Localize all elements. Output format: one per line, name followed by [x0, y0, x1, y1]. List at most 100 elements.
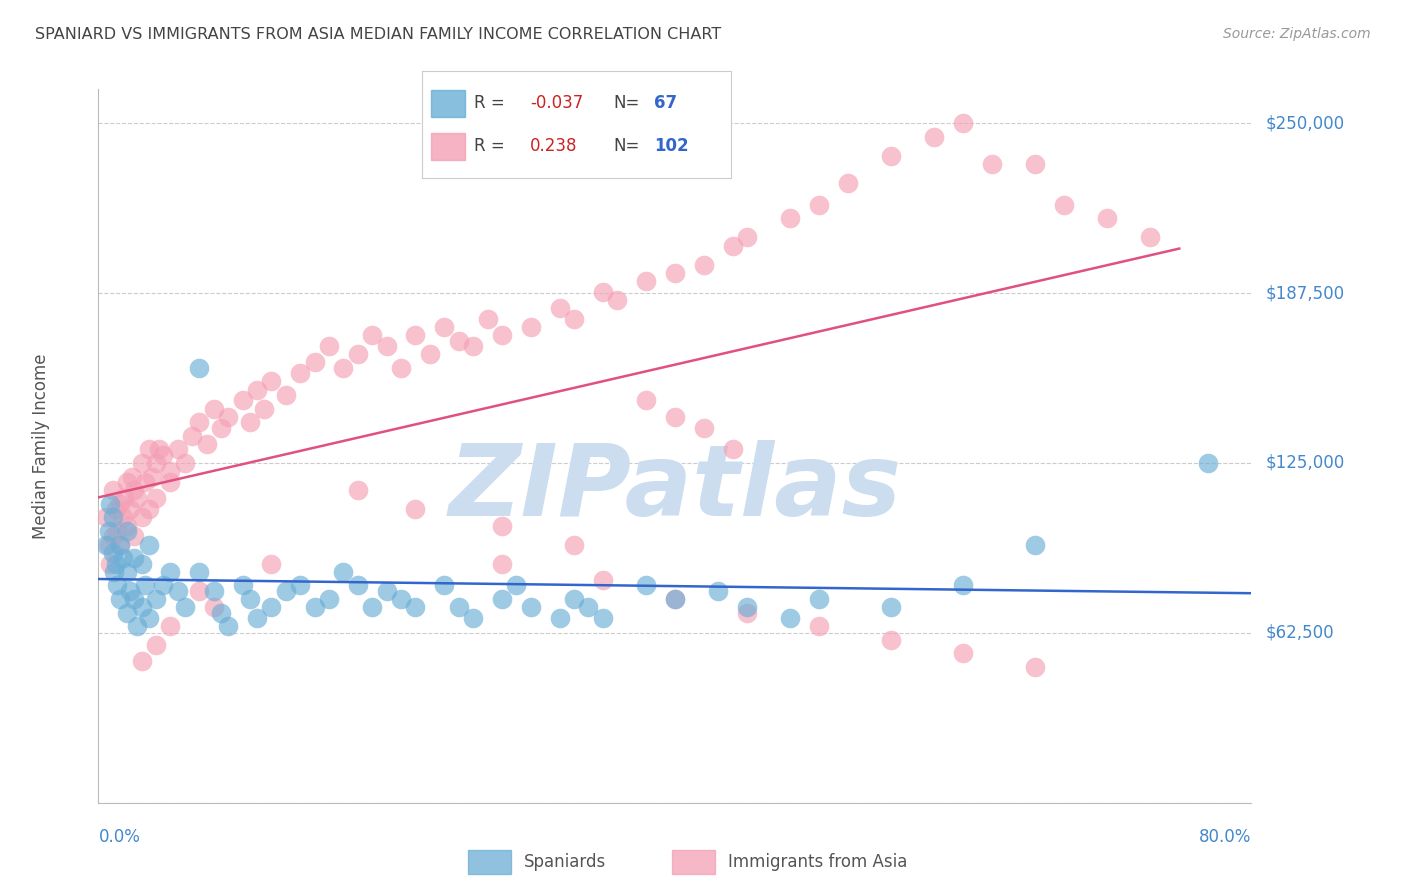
Point — [98, 557, 121, 571]
Point — [880, 600, 903, 615]
Point — [97, 524, 120, 538]
Point — [111, 510, 134, 524]
Point — [721, 442, 744, 457]
Point — [952, 578, 974, 592]
Point — [664, 591, 686, 606]
Point — [693, 420, 716, 434]
Point — [274, 388, 297, 402]
Point — [131, 557, 153, 571]
Point — [246, 383, 269, 397]
Point — [108, 537, 131, 551]
Point — [1097, 211, 1119, 226]
Point — [1197, 456, 1219, 470]
Point — [124, 591, 146, 606]
Point — [520, 600, 543, 615]
Point — [117, 475, 138, 489]
Point — [361, 328, 384, 343]
Point — [145, 638, 167, 652]
Point — [121, 469, 143, 483]
Point — [134, 578, 156, 592]
Text: 0.238: 0.238 — [530, 137, 578, 155]
Point — [166, 442, 188, 457]
Text: -0.037: -0.037 — [530, 95, 583, 112]
Point — [1053, 198, 1076, 212]
Point — [101, 546, 124, 560]
Point — [103, 565, 125, 579]
Text: N=: N= — [613, 137, 640, 155]
Point — [97, 537, 120, 551]
Point — [202, 600, 225, 615]
Point — [120, 502, 142, 516]
Bar — [432, 90, 465, 117]
Point — [548, 611, 571, 625]
Point — [636, 274, 658, 288]
Point — [606, 293, 628, 307]
Point — [318, 591, 340, 606]
Point — [124, 551, 146, 566]
Point — [880, 149, 903, 163]
Point — [94, 510, 117, 524]
Point — [101, 510, 124, 524]
Point — [1024, 660, 1046, 674]
Point — [1024, 537, 1046, 551]
Point — [124, 529, 146, 543]
Point — [138, 611, 160, 625]
Point — [592, 611, 614, 625]
Text: Median Family Income: Median Family Income — [32, 353, 49, 539]
Point — [159, 565, 181, 579]
Point — [592, 285, 614, 299]
Text: SPANIARD VS IMMIGRANTS FROM ASIA MEDIAN FAMILY INCOME CORRELATION CHART: SPANIARD VS IMMIGRANTS FROM ASIA MEDIAN … — [35, 27, 721, 42]
Point — [491, 518, 513, 533]
Text: Immigrants from Asia: Immigrants from Asia — [728, 854, 907, 871]
Point — [405, 502, 427, 516]
Point — [111, 551, 134, 566]
Point — [405, 600, 427, 615]
Point — [419, 347, 441, 361]
Point — [145, 491, 167, 506]
Point — [332, 360, 354, 375]
Point — [952, 116, 974, 130]
Point — [562, 312, 585, 326]
Point — [138, 537, 160, 551]
Point — [188, 415, 211, 429]
Point — [735, 606, 758, 620]
Text: 0.0%: 0.0% — [98, 828, 141, 846]
Point — [195, 437, 218, 451]
Point — [260, 375, 283, 389]
Point — [405, 328, 427, 343]
Point — [779, 211, 801, 226]
Point — [389, 360, 412, 375]
Point — [138, 502, 160, 516]
Point — [477, 312, 499, 326]
Text: R =: R = — [474, 137, 505, 155]
Point — [181, 429, 204, 443]
Point — [461, 611, 484, 625]
Point — [505, 578, 527, 592]
Point — [188, 360, 211, 375]
Point — [141, 469, 163, 483]
Point — [127, 491, 149, 506]
Point — [304, 600, 326, 615]
Point — [174, 600, 197, 615]
Point — [707, 583, 730, 598]
Point — [520, 320, 543, 334]
Point — [117, 518, 138, 533]
Point — [188, 583, 211, 598]
Point — [290, 578, 312, 592]
Text: R =: R = — [474, 95, 505, 112]
Point — [924, 129, 946, 144]
Point — [952, 646, 974, 660]
Point — [807, 619, 830, 633]
Point — [231, 578, 254, 592]
Point — [145, 456, 167, 470]
Point — [202, 583, 225, 598]
Point — [332, 565, 354, 579]
Point — [389, 591, 412, 606]
Point — [159, 619, 181, 633]
Point — [375, 583, 398, 598]
Point — [217, 409, 239, 424]
Point — [174, 456, 197, 470]
Point — [735, 230, 758, 244]
Point — [274, 583, 297, 598]
Point — [124, 483, 146, 498]
